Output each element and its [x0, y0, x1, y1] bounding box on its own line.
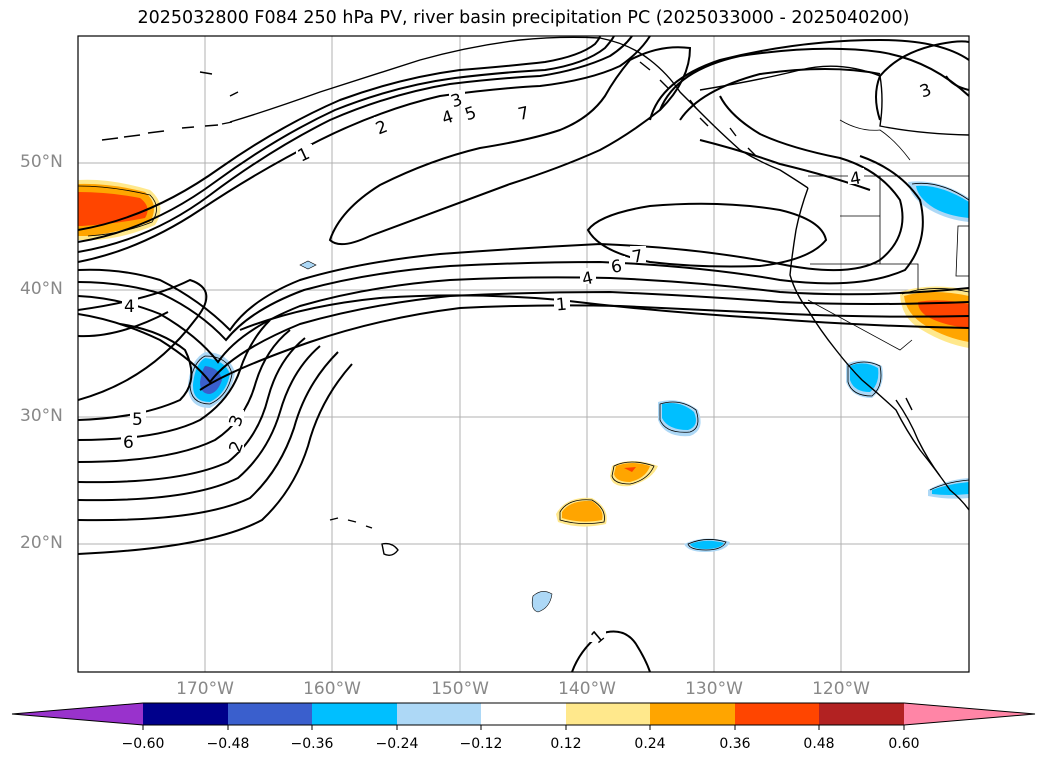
contour-label: 1	[555, 295, 568, 316]
precip-negative-region	[662, 403, 696, 430]
precip-negative-region	[299, 260, 317, 270]
colorbar-tick-label: 0.36	[719, 736, 751, 752]
precip-positive-region	[614, 463, 650, 482]
contour-label: 6	[610, 256, 624, 278]
precip-negative-region	[531, 591, 553, 613]
precip-positive-region	[624, 467, 636, 472]
colorbar-segment	[397, 703, 481, 725]
contour-label: 7	[516, 103, 531, 125]
contour-label: 4	[849, 168, 863, 190]
colorbar-tick-label: −0.24	[375, 736, 419, 752]
colorbar-tick-label: 0.60	[888, 736, 920, 752]
contour-label: 5	[132, 410, 143, 430]
colorbar-segment	[228, 703, 312, 725]
pv-contour-labels: 1 2 3 4 5 7 3 4 4 6 7 4 1 4	[121, 80, 934, 648]
latitude-label: 30°N	[20, 406, 63, 426]
precip-negative-region	[690, 540, 724, 549]
map-frame	[77, 35, 970, 673]
contour-label: 4	[580, 268, 595, 290]
precip-negative-region	[916, 185, 969, 218]
contour-label: 6	[123, 433, 134, 453]
latitude-label: 40°N	[20, 279, 63, 299]
colorbar-segment	[481, 703, 566, 725]
precip-negative-region	[932, 482, 969, 495]
colorbar-segment	[650, 703, 735, 725]
coastlines	[101, 36, 969, 557]
precip-positive-region	[562, 500, 603, 522]
colorbar-segment	[735, 703, 819, 725]
colorbar	[11, 702, 1036, 730]
colorbar-tick-label: −0.36	[290, 736, 334, 752]
gridlines	[78, 36, 969, 672]
contour-label: 4	[124, 297, 135, 317]
map-background	[78, 36, 969, 672]
precip-positive-region	[78, 192, 148, 226]
contour-label: 7	[631, 246, 645, 268]
colorbar-tick-label: 0.12	[550, 736, 582, 752]
colorbar-extend-min	[12, 703, 143, 725]
pv-contours	[78, 36, 969, 672]
colorbar-segment	[819, 703, 904, 725]
colorbar-tick-label: 0.24	[634, 736, 666, 752]
colorbar-tick-label: −0.60	[121, 736, 165, 752]
longitude-label: 170°W	[176, 679, 234, 699]
latitude-label: 50°N	[20, 152, 63, 172]
colorbar-segment	[312, 703, 397, 725]
colorbar-segment	[143, 703, 228, 725]
longitude-label: 140°W	[558, 679, 616, 699]
longitude-label: 150°W	[431, 679, 489, 699]
map-title: 2025032800 F084 250 hPa PV, river basin …	[137, 8, 910, 28]
longitude-label: 120°W	[812, 679, 870, 699]
colorbar-segment	[566, 703, 650, 725]
precip-negative-region	[850, 363, 879, 392]
longitude-label: 130°W	[685, 679, 743, 699]
precip-region-outlines	[78, 182, 969, 551]
latitude-label: 20°N	[20, 533, 63, 553]
colorbar-tick-label: −0.48	[206, 736, 250, 752]
precip-positive-region	[918, 300, 969, 328]
colorbar-extend-max	[904, 703, 1035, 725]
colorbar-tick-label: 0.48	[803, 736, 835, 752]
colorbar-tick-label: −0.12	[459, 736, 503, 752]
longitude-label: 160°W	[303, 679, 361, 699]
